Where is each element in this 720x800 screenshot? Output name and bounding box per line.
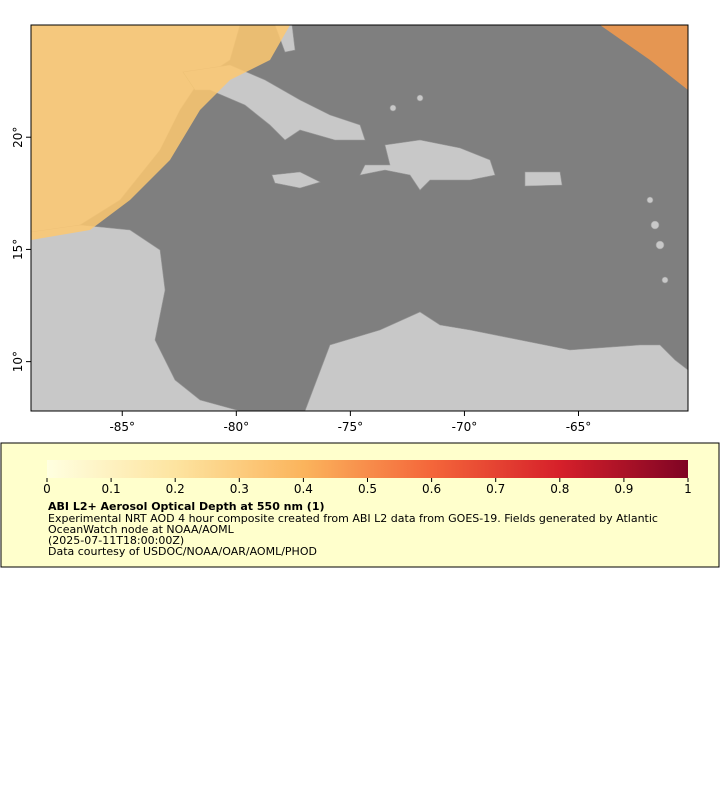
y-tick-label: 15° <box>11 239 25 260</box>
island <box>655 240 665 250</box>
y-tick-label: 10° <box>11 351 25 372</box>
legend: ABI L2+ Aerosol Optical Depth at 550 nm … <box>0 442 720 568</box>
colorbar <box>47 460 688 478</box>
x-tick-label: -85° <box>109 420 135 434</box>
colorbar-tick-label: 0 <box>43 482 51 496</box>
colorbar-tick-label: 1 <box>684 482 692 496</box>
legend-title: ABI L2+ Aerosol Optical Depth at 550 nm … <box>48 500 325 513</box>
x-tick-label: -75° <box>338 420 364 434</box>
x-tick-label: -80° <box>224 420 250 434</box>
cuba <box>182 64 366 141</box>
colorbar-tick-label: 0.3 <box>230 482 249 496</box>
aerosol <box>31 25 688 240</box>
caption: Experimental NRT AOD 4 hour composite cr… <box>48 512 658 525</box>
island <box>389 104 397 112</box>
y-tick-label: 20° <box>11 127 25 148</box>
map-frame <box>30 24 689 412</box>
aerosol-patch <box>600 25 688 90</box>
colorbar-tick-label: 0.8 <box>550 482 569 496</box>
island <box>650 220 660 230</box>
colorbar-tick-label: 0.4 <box>294 482 313 496</box>
island <box>646 196 654 204</box>
x-tick-label: -65° <box>566 420 592 434</box>
caption: Data courtesy of USDOC/NOAA/OAR/AOML/PHO… <box>48 545 317 558</box>
colorbar-tick-label: 0.2 <box>166 482 185 496</box>
hispaniola <box>359 139 496 191</box>
jamaica <box>271 171 321 189</box>
colorbar-tick-label: 0.7 <box>486 482 505 496</box>
aerosol-patch <box>31 25 290 240</box>
puerto-rico <box>524 171 563 187</box>
south-america <box>304 311 689 412</box>
island <box>661 276 669 284</box>
caption: (2025-07-11T18:00:00Z) <box>48 534 184 547</box>
x-tick-label: -70° <box>452 420 478 434</box>
map <box>30 24 689 412</box>
colorbar-tick-label: 0.9 <box>614 482 633 496</box>
colorbar-tick-label: 0.5 <box>358 482 377 496</box>
caption: OceanWatch node at NOAA/AOML <box>48 523 235 536</box>
colorbar-tick-label: 0.1 <box>102 482 121 496</box>
colorbar-tick-label: 0.6 <box>422 482 441 496</box>
island <box>416 94 424 102</box>
